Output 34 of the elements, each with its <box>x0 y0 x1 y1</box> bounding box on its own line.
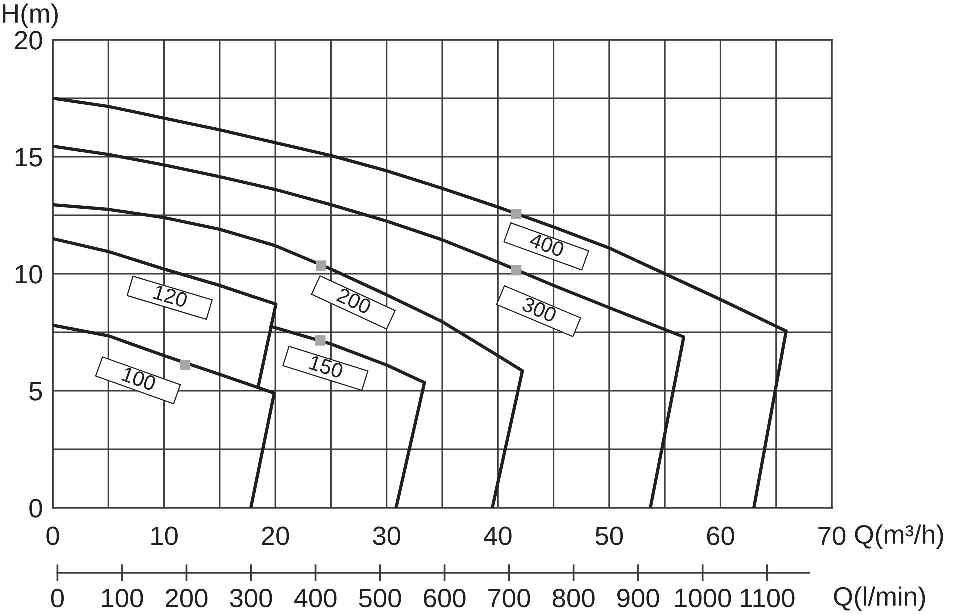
x2-tick-label: 200 <box>166 588 208 608</box>
text: 120 <box>153 284 188 308</box>
x2-tick-label: 100 <box>102 588 144 608</box>
x2-tick-label: 800 <box>552 588 595 608</box>
x2-tick-label: 600 <box>424 588 466 608</box>
x2-tick-label: 0 <box>51 588 64 608</box>
text: 150 <box>308 355 344 379</box>
x-tick-label: 10 <box>152 526 178 546</box>
x2-tick-label: 300 <box>230 588 272 608</box>
x2-axis-title: Q(l/min) <box>834 586 926 612</box>
x2-tick-label: 1100 <box>741 588 795 608</box>
x-tick-label: 0 <box>46 526 60 546</box>
x2-tick-label: 900 <box>618 588 660 608</box>
y-tick-label: 5 <box>30 382 42 401</box>
x2-tick-label: 400 <box>294 588 337 608</box>
x-axis-title: Q(m³/h) <box>855 524 944 550</box>
x2-tick-label: 1000 <box>676 588 732 608</box>
x2-tick-label: 500 <box>359 588 402 608</box>
y-tick-label: 15 <box>16 148 42 167</box>
x-tick-label: 40 <box>484 526 512 546</box>
x-tick-label: 70 <box>818 526 846 546</box>
y-tick-label: 10 <box>16 265 42 284</box>
text: 300 <box>521 296 558 323</box>
x2-tick-label: 700 <box>488 588 530 608</box>
y-tick-label: 0 <box>30 499 42 518</box>
text: 100 <box>122 366 157 392</box>
y-tick-label: 20 <box>15 31 42 50</box>
y-axis-title: H(m) <box>3 4 58 28</box>
x-tick-label: 20 <box>262 526 290 546</box>
x-tick-label: 50 <box>596 526 624 546</box>
text: 400 <box>528 232 566 258</box>
x-tick-label: 60 <box>707 526 734 546</box>
text: 200 <box>336 287 372 315</box>
x-tick-label: 30 <box>373 526 401 546</box>
